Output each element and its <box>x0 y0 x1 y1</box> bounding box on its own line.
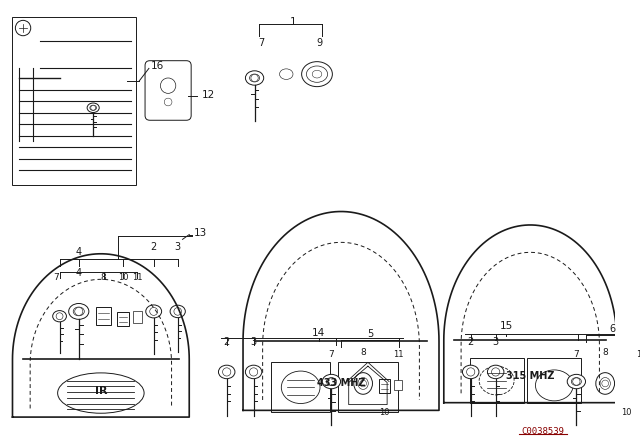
Ellipse shape <box>245 365 262 379</box>
Ellipse shape <box>52 310 67 322</box>
Ellipse shape <box>87 103 99 112</box>
Bar <box>394 379 403 390</box>
Bar <box>636 379 640 390</box>
Text: 11: 11 <box>636 350 640 359</box>
Text: 2: 2 <box>150 242 157 252</box>
Ellipse shape <box>572 378 581 385</box>
Circle shape <box>56 313 63 320</box>
Text: 10: 10 <box>118 273 128 282</box>
Text: C0038539: C0038539 <box>521 427 564 436</box>
Ellipse shape <box>218 365 235 379</box>
Circle shape <box>15 20 31 36</box>
Ellipse shape <box>250 74 260 82</box>
Text: 15: 15 <box>500 321 513 331</box>
Text: 6: 6 <box>610 324 616 334</box>
Ellipse shape <box>600 378 611 389</box>
Circle shape <box>150 307 157 315</box>
Text: 8: 8 <box>602 348 608 357</box>
Bar <box>132 311 142 323</box>
Ellipse shape <box>307 66 328 82</box>
Text: 11: 11 <box>394 350 404 359</box>
Bar <box>117 312 129 326</box>
Text: 8: 8 <box>360 348 366 357</box>
Circle shape <box>492 368 500 376</box>
Text: IR: IR <box>95 386 107 396</box>
Ellipse shape <box>596 373 614 394</box>
Bar <box>379 379 390 393</box>
Text: 4: 4 <box>76 247 82 257</box>
Text: 10: 10 <box>379 408 390 417</box>
Text: 2: 2 <box>223 337 230 347</box>
Ellipse shape <box>90 105 97 110</box>
Text: 315 MHZ: 315 MHZ <box>506 371 554 381</box>
Ellipse shape <box>479 366 514 395</box>
Circle shape <box>360 380 367 387</box>
Text: 5: 5 <box>367 328 373 339</box>
Text: 9: 9 <box>317 38 323 47</box>
Ellipse shape <box>146 305 162 318</box>
Text: 2: 2 <box>468 337 474 347</box>
Circle shape <box>164 98 172 106</box>
Circle shape <box>223 368 231 376</box>
Circle shape <box>602 380 609 387</box>
Ellipse shape <box>463 365 479 379</box>
Circle shape <box>91 105 95 110</box>
Ellipse shape <box>312 70 322 78</box>
Ellipse shape <box>282 371 320 404</box>
Text: 7: 7 <box>258 38 264 47</box>
Bar <box>470 358 524 403</box>
Text: 1: 1 <box>290 17 296 26</box>
FancyBboxPatch shape <box>145 60 191 120</box>
Text: 7: 7 <box>328 350 334 359</box>
Ellipse shape <box>326 378 337 385</box>
Ellipse shape <box>301 62 332 86</box>
Ellipse shape <box>536 370 573 401</box>
Text: 3: 3 <box>250 337 257 347</box>
Text: 7: 7 <box>53 273 59 282</box>
Text: 12: 12 <box>202 90 215 100</box>
Bar <box>338 362 397 412</box>
Ellipse shape <box>567 375 586 389</box>
Circle shape <box>251 74 258 82</box>
Text: 14: 14 <box>312 327 326 337</box>
Text: 3: 3 <box>175 242 180 252</box>
Bar <box>12 17 136 185</box>
Text: 8: 8 <box>101 273 107 282</box>
Circle shape <box>75 307 83 315</box>
Bar <box>271 362 330 412</box>
Text: 10: 10 <box>621 408 632 417</box>
Ellipse shape <box>358 378 368 389</box>
Text: 16: 16 <box>151 61 164 72</box>
Circle shape <box>161 78 176 93</box>
Text: 3: 3 <box>493 337 499 347</box>
Text: 433 MHZ: 433 MHZ <box>317 379 365 388</box>
Text: 11: 11 <box>132 273 143 282</box>
Text: 13: 13 <box>194 228 207 237</box>
Circle shape <box>573 378 580 385</box>
Bar <box>97 307 111 325</box>
Circle shape <box>250 368 258 376</box>
Ellipse shape <box>354 373 372 394</box>
Ellipse shape <box>323 375 340 389</box>
Circle shape <box>467 368 475 376</box>
Ellipse shape <box>68 303 89 319</box>
Bar <box>621 379 632 393</box>
Ellipse shape <box>280 69 293 79</box>
Circle shape <box>328 378 335 385</box>
Ellipse shape <box>73 307 84 316</box>
Bar <box>527 358 581 403</box>
Ellipse shape <box>488 365 504 379</box>
Text: 7: 7 <box>573 350 579 359</box>
Circle shape <box>174 308 182 315</box>
Ellipse shape <box>170 305 186 318</box>
Text: 4: 4 <box>76 268 82 278</box>
Ellipse shape <box>58 373 144 413</box>
Ellipse shape <box>245 71 264 85</box>
